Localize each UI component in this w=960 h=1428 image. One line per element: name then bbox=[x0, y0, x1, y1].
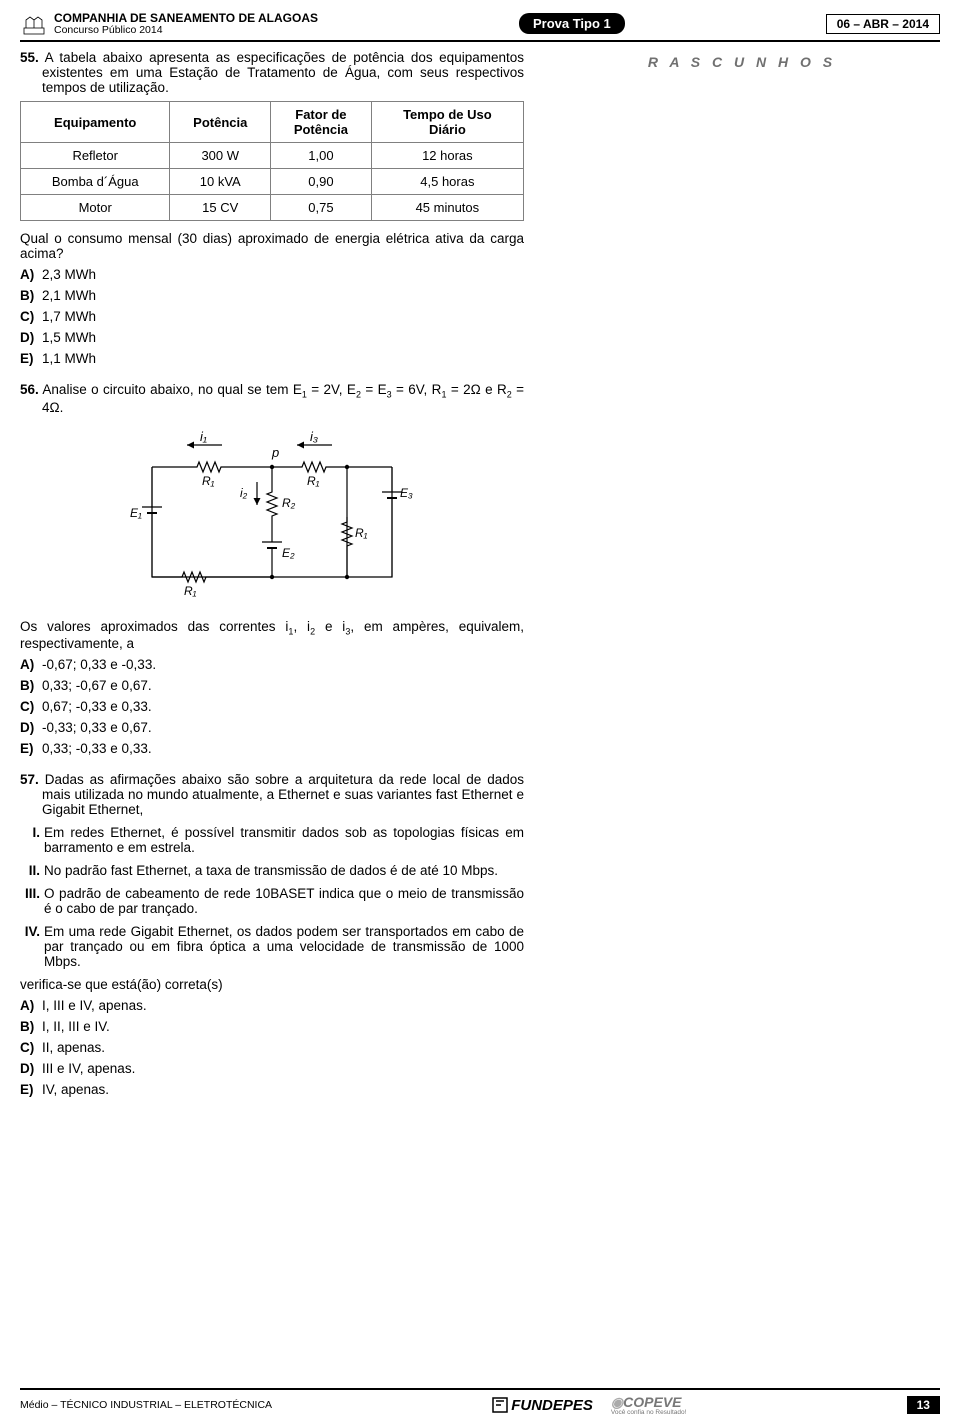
exam-type-badge: Prova Tipo 1 bbox=[519, 13, 625, 34]
page-footer: Médio – TÉCNICO INDUSTRIAL – ELETROTÉCNI… bbox=[20, 1388, 940, 1416]
rascunhos-heading: R A S C U N H O S bbox=[544, 54, 940, 70]
exam-subtitle: Concurso Público 2014 bbox=[54, 25, 318, 37]
q55-text: A tabela abaixo apresenta as especificaç… bbox=[42, 50, 524, 95]
statement: I.Em redes Ethernet, é possível transmit… bbox=[20, 825, 524, 855]
label-r1d: R₁ bbox=[355, 526, 368, 540]
label-r2: R₂ bbox=[282, 496, 296, 510]
option: D)III e IV, apenas. bbox=[20, 1061, 524, 1076]
page-number: 13 bbox=[907, 1396, 940, 1414]
copeve-logo: ◉COPEVE Você confia no Resultado! bbox=[611, 1394, 687, 1416]
circuit-diagram: i₁ i₃ p R₁ R₁ i₂ R₂ E₁ E₂ E₃ R₁ R₁ bbox=[122, 427, 422, 607]
left-column: 55. A tabela abaixo apresenta as especif… bbox=[20, 50, 524, 1113]
option: A)I, III e IV, apenas. bbox=[20, 998, 524, 1013]
label-e3: E₃ bbox=[400, 486, 413, 500]
q56-options: A)-0,67; 0,33 e -0,33. B)0,33; -0,67 e 0… bbox=[20, 657, 524, 756]
q56-text: Analise o circuito abaixo, no qual se te… bbox=[42, 382, 524, 415]
statement: IV.Em uma rede Gigabit Ethernet, os dado… bbox=[20, 924, 524, 969]
statement: II.No padrão fast Ethernet, a taxa de tr… bbox=[20, 863, 524, 878]
q57-stem: 57. Dadas as afirmações abaixo são sobre… bbox=[42, 772, 524, 817]
question-55: 55. A tabela abaixo apresenta as especif… bbox=[20, 50, 524, 366]
fundepes-logo: FUNDEPES bbox=[492, 1397, 593, 1414]
q55-table: Equipamento Potência Fator dePotência Te… bbox=[20, 101, 524, 221]
page-header: COMPANHIA DE SANEAMENTO DE ALAGOAS Concu… bbox=[20, 10, 940, 42]
exam-date-box: 06 – ABR – 2014 bbox=[826, 14, 940, 34]
fundepes-icon bbox=[492, 1397, 508, 1413]
question-56: 56. Analise o circuito abaixo, no qual s… bbox=[20, 382, 524, 756]
th-equipamento: Equipamento bbox=[21, 102, 170, 143]
label-r1c: R₁ bbox=[184, 584, 197, 598]
q55-options: A)2,3 MWh B)2,1 MWh C)1,7 MWh D)1,5 MWh … bbox=[20, 267, 524, 366]
label-i1: i₁ bbox=[200, 429, 207, 444]
option: D)-0,33; 0,33 e 0,67. bbox=[20, 720, 524, 735]
footer-left: Médio – TÉCNICO INDUSTRIAL – ELETROTÉCNI… bbox=[20, 1399, 272, 1411]
th-potencia: Potência bbox=[170, 102, 271, 143]
th-tempo: Tempo de UsoDiário bbox=[371, 102, 523, 143]
label-r1a: R₁ bbox=[202, 474, 215, 488]
header-left: COMPANHIA DE SANEAMENTO DE ALAGOAS Concu… bbox=[20, 10, 318, 38]
q57-verify: verifica-se que está(ão) correta(s) bbox=[20, 977, 524, 992]
label-e2: E₂ bbox=[282, 546, 295, 560]
option: A)-0,67; 0,33 e -0,33. bbox=[20, 657, 524, 672]
q57-number: 57. bbox=[20, 772, 39, 787]
table-row: Bomba d´Água 10 kVA 0,90 4,5 horas bbox=[21, 169, 524, 195]
q56-after: Os valores aproximados das correntes i1,… bbox=[20, 619, 524, 652]
q55-stem: 55. A tabela abaixo apresenta as especif… bbox=[42, 50, 524, 95]
footer-center: FUNDEPES ◉COPEVE Você confia no Resultad… bbox=[492, 1394, 686, 1416]
q55-after-table: Qual o consumo mensal (30 dias) aproxima… bbox=[20, 231, 524, 261]
option: C)II, apenas. bbox=[20, 1040, 524, 1055]
company-name: COMPANHIA DE SANEAMENTO DE ALAGOAS bbox=[54, 12, 318, 25]
th-fator: Fator dePotência bbox=[271, 102, 372, 143]
option: B)2,1 MWh bbox=[20, 288, 524, 303]
q55-number: 55. bbox=[20, 50, 39, 65]
q56-number: 56. bbox=[20, 382, 39, 397]
q56-stem: 56. Analise o circuito abaixo, no qual s… bbox=[42, 382, 524, 415]
option: E)0,33; -0,33 e 0,33. bbox=[20, 741, 524, 756]
q57-statements: I.Em redes Ethernet, é possível transmit… bbox=[20, 825, 524, 969]
q57-options: A)I, III e IV, apenas. B)I, II, III e IV… bbox=[20, 998, 524, 1097]
option: C)0,67; -0,33 e 0,33. bbox=[20, 699, 524, 714]
option: D)1,5 MWh bbox=[20, 330, 524, 345]
casal-logo-icon bbox=[20, 10, 48, 38]
option: B)0,33; -0,67 e 0,67. bbox=[20, 678, 524, 693]
right-column: R A S C U N H O S bbox=[544, 50, 940, 1113]
option: B)I, II, III e IV. bbox=[20, 1019, 524, 1034]
label-r1b: R₁ bbox=[307, 474, 320, 488]
statement: III.O padrão de cabeamento de rede 10BAS… bbox=[20, 886, 524, 916]
label-i3: i₃ bbox=[310, 429, 318, 444]
table-header-row: Equipamento Potência Fator dePotência Te… bbox=[21, 102, 524, 143]
table-row: Motor 15 CV 0,75 45 minutos bbox=[21, 195, 524, 221]
header-title-block: COMPANHIA DE SANEAMENTO DE ALAGOAS Concu… bbox=[54, 12, 318, 37]
option: E)1,1 MWh bbox=[20, 351, 524, 366]
table-row: Refletor 300 W 1,00 12 horas bbox=[21, 143, 524, 169]
label-e1: E₁ bbox=[130, 506, 142, 520]
label-p: p bbox=[271, 445, 279, 460]
option: A)2,3 MWh bbox=[20, 267, 524, 282]
label-i2: i₂ bbox=[240, 486, 248, 500]
question-57: 57. Dadas as afirmações abaixo são sobre… bbox=[20, 772, 524, 1097]
option: E)IV, apenas. bbox=[20, 1082, 524, 1097]
q57-text: Dadas as afirmações abaixo são sobre a a… bbox=[42, 772, 524, 817]
option: C)1,7 MWh bbox=[20, 309, 524, 324]
